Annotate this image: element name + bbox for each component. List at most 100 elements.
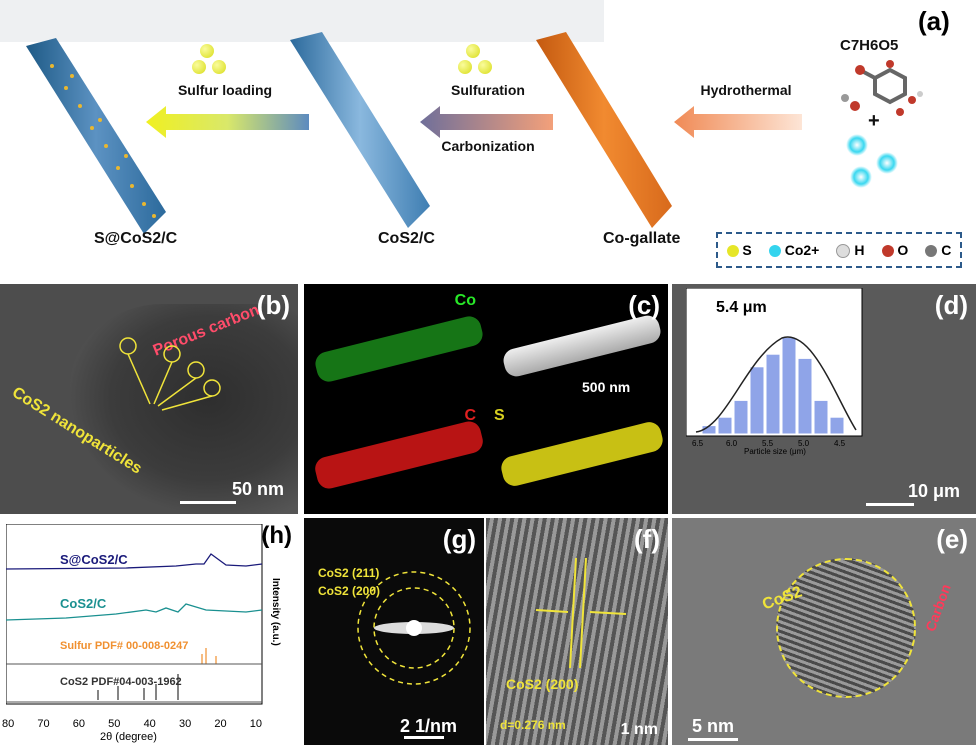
formula-text: C7H6O5 (840, 37, 898, 54)
scos2c-rod (26, 38, 166, 234)
carbon-label: Carbon (922, 581, 954, 634)
legend-c: C (925, 242, 951, 258)
lattice-marker (535, 557, 627, 669)
svg-text:6.0: 6.0 (726, 439, 738, 448)
co-rod (312, 313, 486, 385)
sulfur-ball (212, 60, 226, 74)
sulfur-ball (466, 44, 480, 58)
plus-sign: + (868, 110, 880, 132)
x-axis-label: Particle size (μm) (744, 447, 806, 456)
legend-h: H (836, 242, 864, 259)
panel-f: (f) CoS2 (200) d=0.276 nm 1 nm (486, 518, 668, 745)
panel-b-label: (b) (256, 290, 290, 320)
panel-c-label: (c) (628, 290, 660, 320)
gallic-acid-molecule: C7H6O5 (840, 37, 923, 116)
sulfur-ball (200, 44, 214, 58)
co-ion-glow (850, 166, 872, 188)
sem-image: (c) 500 nm (486, 284, 668, 399)
co-ion-glow (846, 134, 868, 156)
co-label: Co (454, 292, 476, 309)
histogram-bar (797, 357, 813, 435)
sem-rod (500, 313, 664, 379)
s-rod (498, 419, 666, 489)
cos2c-rod (290, 32, 430, 228)
ring-211-label: CoS2 (211) (318, 566, 380, 580)
panel-f-label: (f) (634, 524, 660, 554)
panel-e-label: (e) (936, 524, 968, 554)
saed-pattern (357, 571, 471, 685)
scos2c-label: S@CoS2/C (94, 230, 178, 247)
hydrothermal-arrow (674, 106, 802, 138)
co-ion-glow (876, 152, 898, 174)
sulfur-loading-arrow (146, 106, 309, 138)
size-histogram: 5.4 μm 6.5 6.0 5.5 5.0 4.5 Particle size… (686, 288, 863, 456)
right-area (604, 0, 976, 283)
histogram-bar (717, 416, 733, 435)
legend-o: O (881, 242, 908, 258)
cos2c-label: CoS2/C (378, 230, 435, 247)
series-cos2c: CoS2/C (60, 596, 107, 611)
svg-text:5.5: 5.5 (762, 439, 774, 448)
histogram-bar (813, 399, 829, 435)
c-map: C (304, 399, 486, 514)
co-map: Co (304, 284, 486, 399)
co-gallate-label: Co-gallate (603, 230, 681, 247)
panel-d-scale: 10 μm (907, 481, 960, 501)
panel-h-label: (h) (261, 522, 292, 549)
histogram-bar (829, 416, 845, 435)
sulfur-loading-label: Sulfur loading (177, 82, 273, 98)
svg-text:5.0: 5.0 (798, 439, 810, 448)
sulfuration-arrow (420, 106, 553, 138)
panel-d-scalebar (866, 503, 914, 506)
panel-h: (h) S@CoS2/C CoS2/C Sulfur PDF# 00-008-0… (0, 518, 298, 745)
d-spacing-label: d=0.276 nm (500, 718, 566, 732)
series-sulfur-pdf: Sulfur PDF# 00-008-0247 (60, 640, 189, 652)
panel-d-label: (d) (934, 290, 968, 320)
sulfuration-label: Sulfuration (451, 82, 525, 98)
hydrothermal-label: Hydrothermal (700, 82, 792, 98)
panel-e-scalebar (688, 738, 738, 741)
atom-legend: S Co2+ H O C (716, 232, 962, 268)
nanoparticle-circle (776, 558, 916, 698)
sulfur-ball (458, 60, 472, 74)
panel-f-scale: 1 nm (620, 721, 658, 738)
carbonization-label: Carbonization (441, 138, 535, 154)
panel-b-scalebar (180, 501, 236, 504)
svg-text:6.5: 6.5 (692, 439, 704, 448)
histogram-bar (781, 336, 797, 435)
c-rod (312, 418, 486, 492)
sulfur-ball (478, 60, 492, 74)
panel-c: Co (c) 500 nm C S (304, 284, 668, 514)
panel-b: (b) Porous carbon CoS2 nanoparticles 50 … (0, 284, 298, 514)
panel-c-scale: 500 nm (582, 379, 631, 395)
panel-a: (a) C7H6O5 + Hydrothermal Co-gallate Sul… (0, 0, 976, 283)
x-axis-label: 2θ (degree) (100, 731, 157, 743)
panel-b-scale: 50 nm (231, 479, 284, 499)
legend-co: Co2+ (768, 242, 819, 258)
panel-g-label: (g) (442, 524, 476, 554)
y-axis-label: Intensity (a.u.) (270, 578, 281, 646)
co-gallate-rod (536, 32, 672, 228)
histogram-bar (765, 353, 781, 435)
series-cos2-pdf: CoS2 PDF#04-003-1962 (60, 676, 182, 688)
panel-e: (e) CoS2 Carbon 5 nm (672, 518, 976, 745)
svg-text:4.5: 4.5 (834, 439, 846, 448)
s-label: S (494, 407, 505, 424)
panel-g-scalebar (404, 736, 444, 739)
panel-g: (g) CoS2 (211) CoS2 (200) 2 1/nm (304, 518, 484, 745)
histogram-bar (733, 399, 749, 435)
peak-label: 5.4 μm (716, 299, 767, 316)
s-map: S (486, 399, 668, 514)
panel-a-label: (a) (918, 6, 950, 36)
ring-200-label: CoS2 (200) (318, 584, 381, 598)
panel-e-scale: 5 nm (692, 716, 735, 736)
nanoparticle-markers (119, 337, 221, 411)
xrd-plot (6, 524, 263, 705)
sulfur-ball (192, 60, 206, 74)
x-ticks: 80 70 60 50 40 30 20 10 (2, 718, 262, 730)
panel-g-scale: 2 1/nm (400, 716, 458, 736)
series-scos2c: S@CoS2/C (60, 552, 128, 567)
plane-label: CoS2 (200) (506, 676, 579, 692)
panel-d: (d) 5.4 μm 6.5 6.0 5.5 5.0 4.5 Particle … (672, 284, 976, 514)
c-label: C (464, 407, 476, 424)
